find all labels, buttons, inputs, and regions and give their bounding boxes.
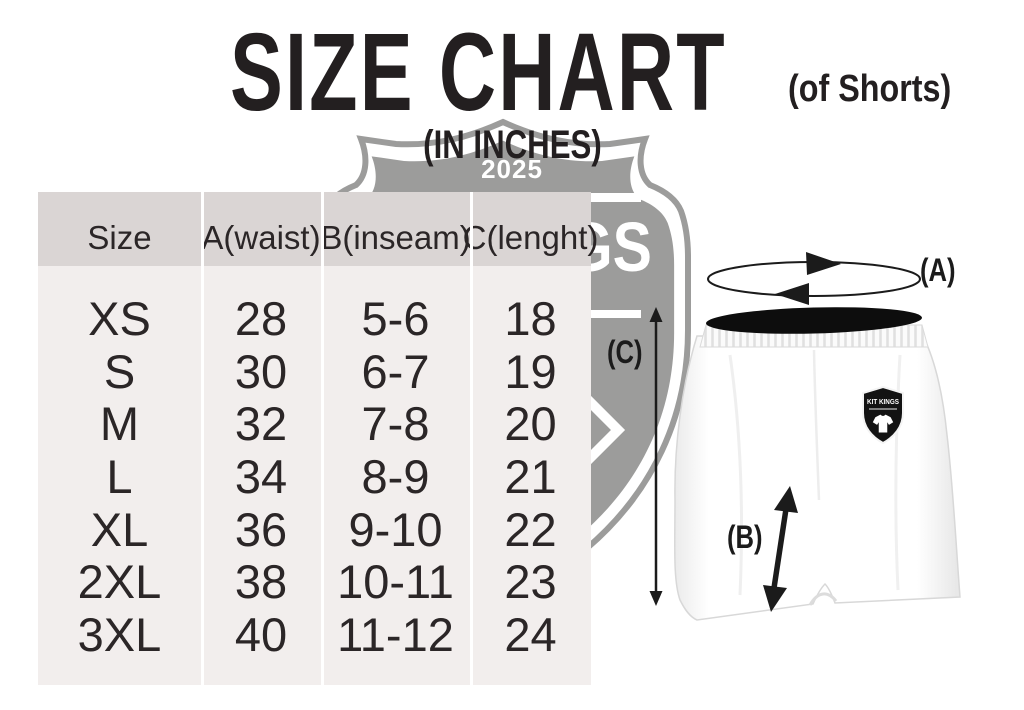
badge-text: KIT KINGS	[867, 399, 899, 406]
table-body: XS 28 5-6 18 S 30 6-7 19 M 32 7-8 20 L 3…	[38, 266, 591, 662]
shorts-center-seam	[812, 349, 821, 501]
column-header-length: C(lenght)	[462, 219, 599, 256]
table-row: S 30 6-7 19	[38, 344, 591, 399]
subtitle: (IN INCHES)	[422, 123, 602, 167]
waist-value: 32	[234, 397, 288, 451]
table-header-row: Size A(waist) B(inseam) C(lenght)	[38, 192, 599, 266]
length-label: (C)	[607, 334, 643, 370]
waist-value: 36	[234, 502, 288, 556]
table-row: 2XL 38 10-11 23	[38, 556, 591, 609]
inseam-value: 11-12	[337, 608, 454, 662]
size-value: XS	[88, 292, 151, 345]
size-value: 2XL	[77, 555, 162, 609]
column-divider	[321, 192, 324, 685]
waist-value: 30	[234, 344, 288, 398]
length-value: 22	[504, 502, 557, 556]
table-row: M 32 7-8 20	[38, 398, 591, 451]
waist-circumference-arrow	[707, 252, 921, 305]
inseam-value: 6-7	[361, 344, 430, 398]
year-label: 2025	[481, 154, 543, 184]
size-value: L	[106, 450, 133, 504]
column-header-size: Size	[87, 219, 152, 256]
column-divider	[470, 192, 473, 685]
waist-value: 40	[234, 608, 288, 662]
shorts-illustration: KIT KINGS	[673, 307, 961, 621]
size-value: M	[99, 397, 140, 451]
table-row: XS 28 5-6 18	[38, 292, 591, 346]
inseam-value: 8-9	[361, 450, 430, 504]
size-value: XL	[90, 502, 149, 556]
inseam-label: (B)	[727, 519, 763, 555]
length-value: 19	[504, 344, 557, 398]
size-table: Size A(waist) B(inseam) C(lenght) XS 28 …	[38, 192, 599, 685]
shorts-crease	[728, 354, 744, 596]
column-divider	[201, 192, 204, 685]
page-title-qualifier: (of Shorts)	[788, 68, 952, 110]
table-row: L 34 8-9 21	[38, 450, 591, 504]
length-value: 23	[504, 555, 557, 609]
waist-value: 34	[234, 450, 288, 504]
waist-value: 28	[234, 292, 288, 345]
table-row: 3XL 40 11-12 24	[38, 608, 591, 662]
tshirt-icon	[872, 414, 894, 433]
size-value: 3XL	[77, 608, 162, 662]
column-header-waist: A(waist)	[201, 219, 321, 256]
size-value: S	[103, 344, 136, 398]
page-title: SIZE CHART	[230, 11, 727, 134]
length-value: 21	[504, 450, 557, 504]
waist-label: (A)	[920, 252, 956, 288]
inseam-value: 9-10	[348, 502, 443, 556]
crotch-shadow	[808, 592, 838, 606]
waist-value: 38	[234, 555, 288, 609]
length-value: 20	[504, 397, 557, 451]
waist-opening	[706, 307, 922, 334]
badge-shield	[862, 385, 904, 445]
shorts-crease	[894, 354, 902, 591]
shorts-badge: KIT KINGS	[862, 385, 904, 445]
inseam-arrow	[763, 486, 798, 612]
length-arrow	[649, 307, 663, 606]
length-value: 18	[504, 292, 557, 345]
inseam-value: 7-8	[361, 397, 430, 451]
column-header-inseam: B(inseam)	[320, 219, 471, 256]
length-value: 24	[504, 608, 557, 662]
inseam-value: 5-6	[361, 292, 430, 345]
table-row: XL 36 9-10 22	[38, 502, 591, 557]
inseam-value: 10-11	[337, 555, 454, 609]
